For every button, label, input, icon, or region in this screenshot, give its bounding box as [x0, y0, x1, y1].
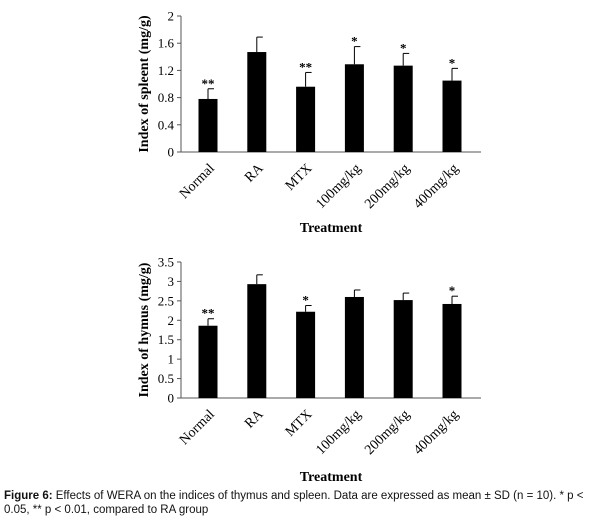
- category-label: 400mg/kg: [411, 161, 462, 212]
- category-label: 400mg/kg: [411, 407, 462, 458]
- bar: [247, 284, 267, 398]
- category-label: 100mg/kg: [313, 161, 364, 212]
- significance-mark: *: [449, 55, 456, 70]
- y-axis-label: Index of spleent (mg/g): [137, 15, 152, 153]
- y-tick-label: 2.5: [158, 293, 174, 308]
- category-label: 200mg/kg: [362, 407, 413, 458]
- x-axis-label: Treatment: [300, 221, 363, 236]
- y-tick-label: 1.5: [158, 332, 174, 347]
- bar: [393, 300, 413, 398]
- significance-mark: *: [302, 293, 309, 308]
- bar: [344, 296, 364, 398]
- significance-mark: **: [202, 76, 215, 91]
- y-tick-label: 2: [168, 313, 175, 328]
- bar: [198, 98, 218, 152]
- significance-mark: *: [400, 40, 407, 55]
- figure-caption-label: Figure 6:: [4, 490, 53, 502]
- x-axis-label: Treatment: [300, 470, 363, 485]
- category-label: Normal: [177, 161, 218, 202]
- y-tick-label: 1.2: [158, 63, 174, 78]
- category-label: RA: [242, 407, 267, 432]
- y-tick-label: 0: [168, 145, 175, 160]
- bar: [344, 64, 364, 152]
- y-tick-label: 0: [168, 391, 175, 406]
- figure-caption: Figure 6: Effects of WERA on the indices…: [4, 489, 598, 517]
- category-label: RA: [242, 161, 267, 186]
- y-tick-label: 0.4: [158, 117, 175, 132]
- figure-caption-text: Effects of WERA on the indices of thymus…: [4, 490, 584, 516]
- bar: [393, 65, 413, 152]
- bar: [442, 80, 462, 152]
- significance-mark: *: [351, 34, 358, 49]
- significance-mark: **: [202, 306, 215, 321]
- bar: [442, 303, 462, 398]
- y-tick-label: 0.8: [158, 90, 174, 105]
- category-label: 100mg/kg: [313, 407, 364, 458]
- y-tick-label: 1.6: [158, 36, 175, 51]
- y-tick-label: 0.5: [158, 371, 174, 386]
- category-label: 200mg/kg: [362, 161, 413, 212]
- bar: [296, 311, 316, 398]
- y-tick-label: 2: [168, 9, 175, 24]
- category-label: MTX: [283, 407, 316, 440]
- bar: [247, 52, 267, 152]
- significance-mark: **: [299, 59, 312, 74]
- y-axis-label: Index of hymus (mg/g): [137, 262, 152, 397]
- y-tick-label: 3.5: [158, 255, 174, 270]
- y-tick-label: 3: [168, 274, 175, 289]
- y-tick-label: 1: [168, 352, 175, 367]
- category-label: Normal: [177, 407, 218, 448]
- significance-mark: *: [449, 283, 456, 298]
- bar: [198, 325, 218, 398]
- bar: [296, 86, 316, 152]
- category-label: MTX: [283, 161, 316, 194]
